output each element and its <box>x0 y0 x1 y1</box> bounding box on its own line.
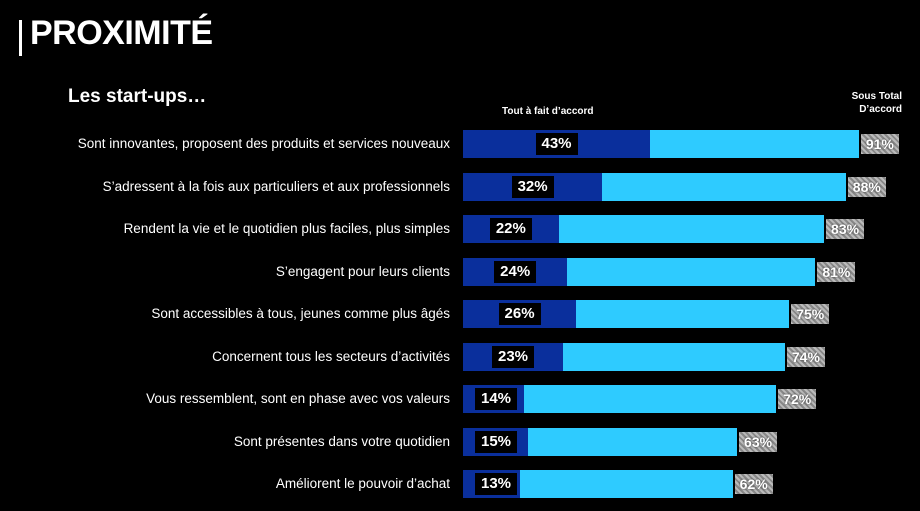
category-label: Vous ressemblent, sont en phase avec vos… <box>146 391 450 406</box>
legend-entry: Tout à fait d’accord <box>502 106 594 117</box>
total-label: 91% <box>860 134 899 154</box>
value-label: 26% <box>498 303 541 325</box>
value-label: 43% <box>535 133 578 155</box>
total-label: 88% <box>847 176 886 197</box>
total-label: 62% <box>734 474 773 494</box>
value-label: 22% <box>489 218 532 240</box>
total-label: 72% <box>778 389 817 409</box>
category-label: S’adressent à la fois aux particuliers e… <box>102 178 450 194</box>
category-label: Sont présentes dans votre quotidien <box>233 433 450 449</box>
total-label: 75% <box>791 304 830 324</box>
category-label: Rendent la vie et le quotidien plus faci… <box>123 221 450 236</box>
category-label: Améliorent le pouvoir d’achat <box>275 476 450 491</box>
category-label: Sont innovantes, proposent des produits … <box>77 136 450 151</box>
total-label: 74% <box>786 346 825 367</box>
value-label: 24% <box>494 260 537 283</box>
chart-title: PROXIMITÉ <box>30 14 213 52</box>
value-label: 14% <box>475 388 517 410</box>
chart-subtitle: Les start-ups… <box>68 86 207 107</box>
value-label: 32% <box>511 175 554 198</box>
category-label: S’engagent pour leurs clients <box>275 263 450 279</box>
total-label: 63% <box>739 431 778 452</box>
value-label: 13% <box>475 473 517 495</box>
category-label: Sont accessibles à tous, jeunes comme pl… <box>151 306 450 321</box>
category-label: Concernent tous les secteurs d’activités <box>212 348 450 364</box>
legend-entry: Sous Total D’accord <box>851 91 902 115</box>
total-label: 81% <box>817 261 856 282</box>
title-bar <box>19 20 22 56</box>
value-label: 15% <box>475 430 517 453</box>
total-label: 83% <box>826 219 865 239</box>
value-label: 23% <box>492 345 535 368</box>
